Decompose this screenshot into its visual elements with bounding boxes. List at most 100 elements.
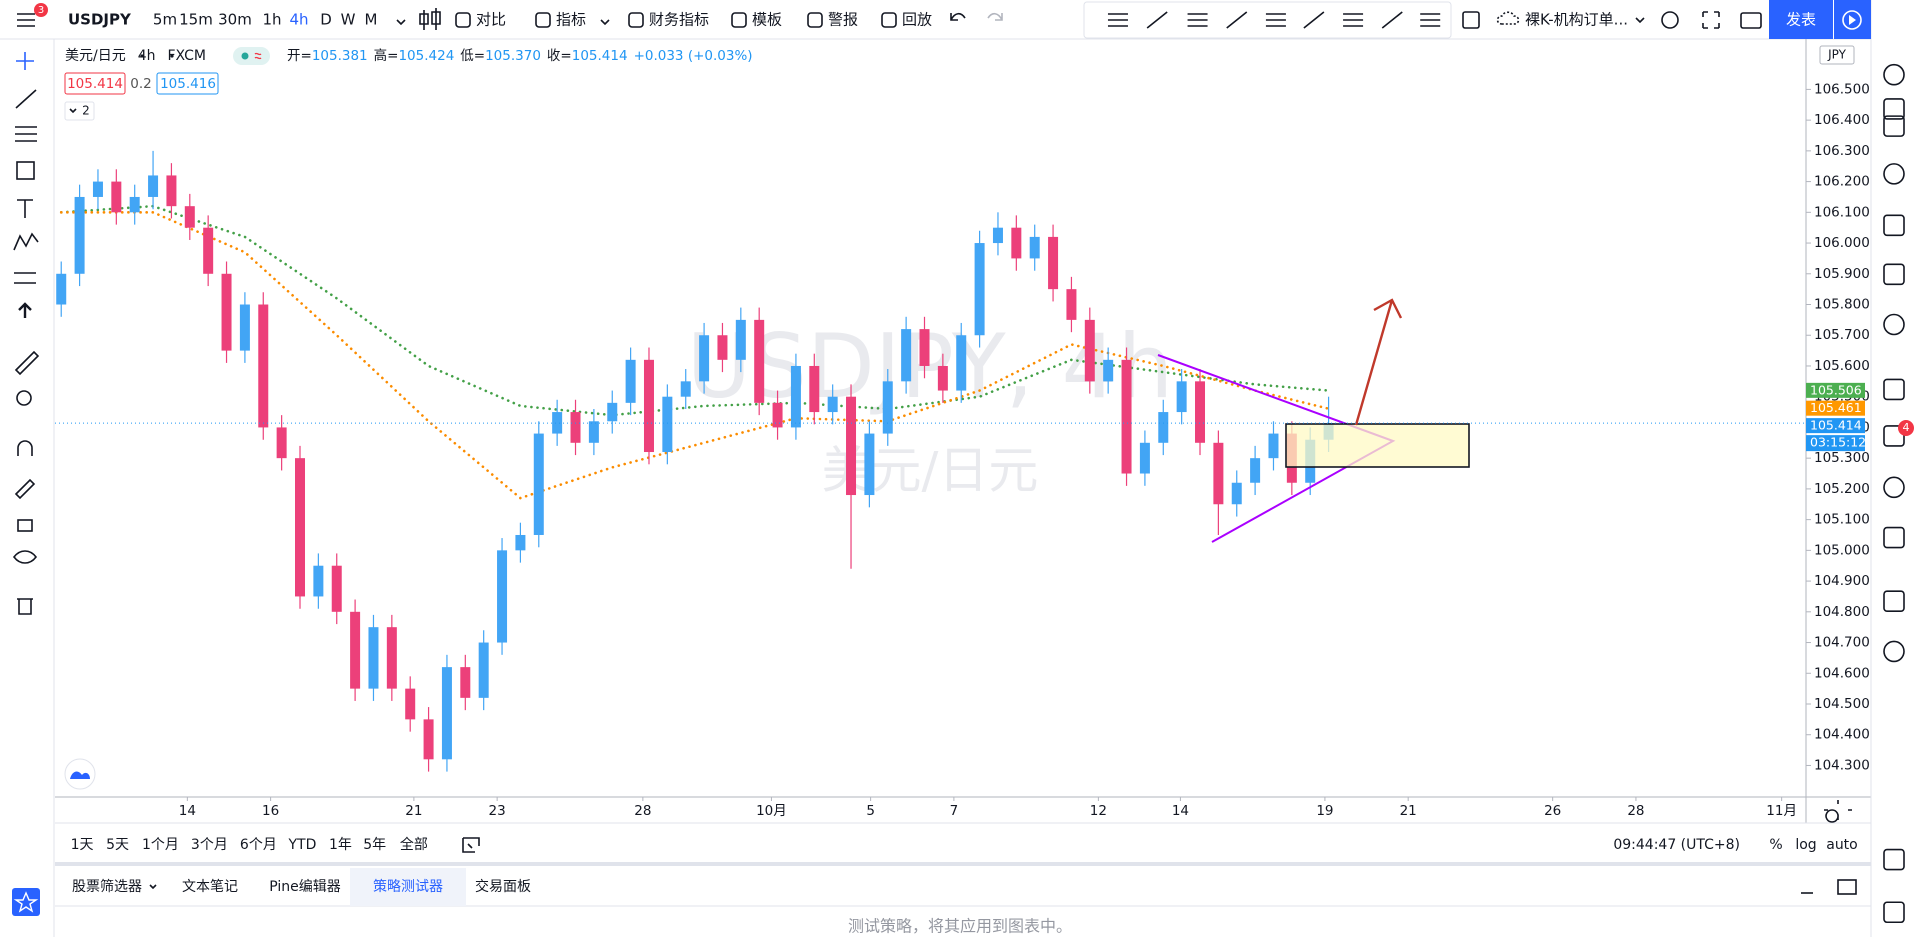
redo[interactable] [987, 12, 1003, 21]
button-icon[interactable] [455, 12, 471, 28]
status-pill[interactable] [233, 47, 270, 65]
currency-box[interactable] [1819, 45, 1855, 65]
range-button[interactable]: 5天 [106, 837, 129, 853]
zoom[interactable] [16, 390, 32, 406]
sidebar-button[interactable] [1883, 313, 1905, 336]
magnet[interactable] [17, 440, 33, 456]
splitter[interactable] [55, 862, 1871, 866]
crosshair[interactable] [16, 52, 34, 70]
interval-dropdown[interactable] [396, 19, 406, 26]
screenshot[interactable] [1740, 12, 1762, 29]
tab[interactable]: Pine编辑器 [269, 879, 341, 895]
toolbar-button[interactable]: 模板 [752, 11, 782, 29]
scale-option[interactable]: % [1769, 837, 1782, 853]
range-button[interactable]: 1天 [71, 837, 94, 853]
text-tool[interactable] [17, 199, 33, 218]
date-range-icon[interactable] [462, 837, 480, 853]
sidebar-button[interactable] [1883, 98, 1905, 120]
interval-button[interactable]: 15m [179, 11, 213, 29]
toolbar-button[interactable]: 指标 [556, 11, 586, 29]
drawing-tool[interactable] [1343, 13, 1364, 27]
lock[interactable] [17, 519, 33, 532]
scale-option[interactable]: log [1795, 837, 1816, 853]
symbol[interactable]: USDJPY [68, 11, 132, 29]
sidebar-button[interactable] [1883, 163, 1905, 185]
measure[interactable] [14, 350, 40, 376]
toolbar-button[interactable]: 财务指标 [649, 11, 709, 29]
publish-button[interactable] [1769, 0, 1833, 39]
watchlist-star[interactable] [12, 888, 40, 916]
scale-option[interactable]: auto [1826, 837, 1858, 853]
toggle[interactable] [1462, 11, 1480, 29]
tab[interactable]: 交易面板 [475, 878, 531, 895]
layout-name[interactable]: 裸K-机构订单... [1525, 11, 1628, 29]
sidebar-button[interactable] [1883, 425, 1905, 447]
button-icon[interactable] [881, 12, 897, 28]
button-icon[interactable] [807, 12, 823, 28]
drawing-tool[interactable] [1107, 13, 1128, 27]
tab[interactable]: 策略测试器 [373, 878, 443, 895]
chart-type-icon[interactable] [419, 8, 441, 30]
toolbar-button[interactable]: 警报 [828, 11, 858, 29]
prediction[interactable] [14, 272, 36, 284]
tab-dropdown[interactable] [149, 884, 157, 890]
range-button[interactable]: 1个月 [142, 837, 179, 853]
sidebar-button[interactable] [1883, 901, 1905, 924]
arrow-drawing[interactable] [1354, 298, 1403, 426]
tab[interactable]: 股票筛选器 [72, 879, 142, 895]
buy-box[interactable] [156, 72, 219, 95]
interval-button[interactable]: 1h [262, 11, 281, 29]
button-icon[interactable] [535, 12, 551, 28]
sidebar-button[interactable] [1883, 115, 1905, 137]
button-icon[interactable] [731, 12, 747, 28]
interval-button[interactable]: M [365, 11, 378, 29]
fullscreen[interactable] [1702, 11, 1720, 29]
undo[interactable] [950, 12, 966, 21]
range-button[interactable]: 1年 [329, 837, 352, 853]
sidebar-button[interactable] [1883, 590, 1905, 613]
interval-button[interactable]: 5m [153, 11, 177, 29]
button-icon[interactable] [628, 12, 644, 28]
sidebar-button[interactable] [1883, 848, 1905, 871]
range-button[interactable]: 5年 [363, 837, 386, 853]
range-button[interactable]: 6个月 [240, 837, 277, 853]
clock[interactable]: 09:44:47 (UTC+8) [1613, 837, 1740, 853]
sidebar-button[interactable] [1883, 214, 1905, 237]
drawing-tool[interactable] [1187, 13, 1208, 27]
arrow-tool[interactable] [18, 302, 32, 318]
drawing-tool[interactable] [1265, 13, 1286, 27]
drawing-mode[interactable] [14, 478, 36, 500]
sidebar-button[interactable] [1883, 378, 1905, 401]
drawing-tool[interactable] [1381, 11, 1403, 29]
drawing-tool[interactable] [1420, 13, 1441, 27]
sidebar-button[interactable] [1883, 63, 1905, 86]
interval-button[interactable]: 30m [218, 11, 252, 29]
menu-button[interactable]: 3 [17, 3, 48, 27]
range-button[interactable]: 3个月 [191, 837, 228, 853]
toolbar-button[interactable]: 回放 [902, 11, 932, 29]
dropdown[interactable] [1635, 17, 1645, 24]
interval-button[interactable]: W [341, 11, 356, 29]
drawing-tool[interactable] [1226, 11, 1248, 29]
toolbar-button[interactable]: 对比 [476, 11, 506, 29]
sidebar-button[interactable] [1883, 476, 1905, 499]
interval-button[interactable]: D [320, 11, 332, 29]
shapes[interactable] [16, 161, 35, 180]
rectangle-drawing[interactable] [1285, 423, 1470, 468]
fib[interactable] [15, 126, 37, 142]
visibility[interactable] [12, 550, 38, 564]
maximize[interactable] [1837, 879, 1857, 895]
delete[interactable] [17, 598, 33, 615]
range-button[interactable]: 全部 [400, 836, 428, 853]
sidebar-button[interactable] [1883, 526, 1905, 549]
range-button[interactable]: YTD [288, 837, 317, 853]
sidebar-button[interactable] [1883, 263, 1905, 286]
axis-settings[interactable] [1824, 800, 1852, 823]
drawing-tool[interactable] [1303, 11, 1325, 29]
sell-box[interactable] [64, 72, 126, 95]
drawing-tool[interactable] [1146, 11, 1168, 29]
interval-button[interactable]: 4h [289, 11, 308, 29]
dropdown[interactable] [600, 19, 610, 26]
collapse-box[interactable] [64, 101, 95, 121]
trend-line[interactable] [15, 89, 37, 109]
